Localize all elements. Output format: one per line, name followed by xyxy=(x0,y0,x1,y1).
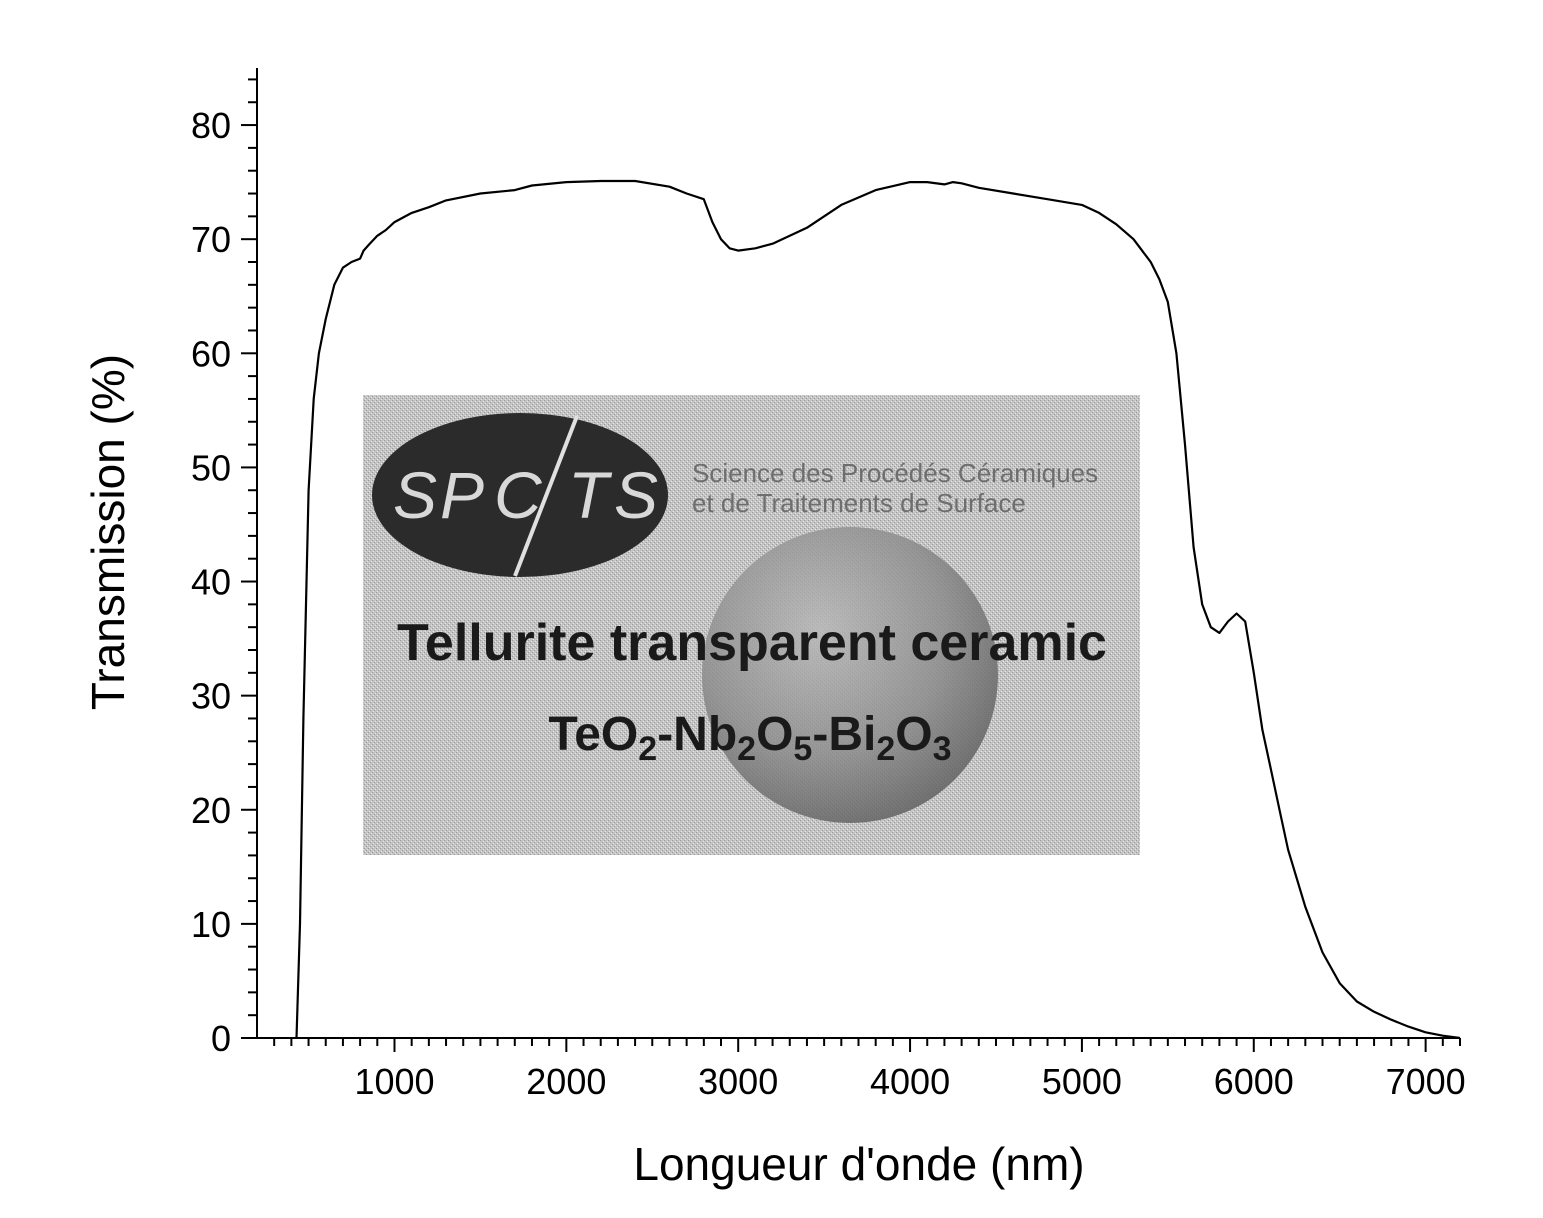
y-tick-label: 20 xyxy=(191,790,231,831)
formula-part: O xyxy=(895,708,932,761)
x-tick-label: 7000 xyxy=(1386,1061,1466,1102)
x-axis-title: Longueur d'onde (nm) xyxy=(633,1138,1084,1190)
x-tick-label: 6000 xyxy=(1214,1061,1294,1102)
x-tick-label: 3000 xyxy=(698,1061,778,1102)
logo-letter: P xyxy=(440,458,484,532)
formula-subscript: 2 xyxy=(638,730,657,768)
y-tick-label: 80 xyxy=(191,105,231,146)
y-tick-label: 30 xyxy=(191,676,231,717)
formula-part: O xyxy=(756,708,793,761)
ceramic-sample-disc xyxy=(702,527,998,823)
inset-heading: Tellurite transparent ceramic xyxy=(397,614,1107,672)
logo-letter: C xyxy=(494,458,543,532)
y-tick-label: 0 xyxy=(211,1018,231,1059)
inset-formula: TeO2-Nb2O5-Bi2O3 xyxy=(548,708,951,768)
formula-subscript: 2 xyxy=(876,730,895,768)
plot-axes: 1000 2000 3000 4000 5000 6000 7000 0 10 20 30 40 50 6… xyxy=(191,68,1466,1102)
formula-part: -Nb xyxy=(657,708,737,761)
logo-letter: S xyxy=(393,458,437,532)
x-tick-label: 2000 xyxy=(526,1061,606,1102)
spcts-logo: S P C T S xyxy=(372,413,668,577)
y-tick-label: 70 xyxy=(191,219,231,260)
formula-part: TeO xyxy=(548,708,638,761)
y-tick-label: 10 xyxy=(191,904,231,945)
logo-letter: T xyxy=(568,458,613,532)
inset-org-line1: Science des Procédés Céramiques xyxy=(692,458,1098,488)
y-axis-title: Transmission (%) xyxy=(82,354,134,710)
formula-subscript: 2 xyxy=(737,730,756,768)
formula-subscript: 3 xyxy=(933,730,952,768)
x-tick-label: 1000 xyxy=(354,1061,434,1102)
y-tick-label: 60 xyxy=(191,333,231,374)
formula-subscript: 5 xyxy=(793,730,812,768)
logo-letter: S xyxy=(614,458,658,532)
transmission-curve xyxy=(295,179,1461,1040)
formula-part: -Bi xyxy=(812,708,876,761)
y-tick-label: 40 xyxy=(191,562,231,603)
inset-photo: S P C T S Science des Procédés Céramique… xyxy=(363,395,1140,855)
x-tick-label: 4000 xyxy=(870,1061,950,1102)
inset-org-line2: et de Traitements de Surface xyxy=(692,488,1026,518)
plot-series xyxy=(295,179,1461,1040)
y-tick-label: 50 xyxy=(191,447,231,488)
x-tick-label: 5000 xyxy=(1042,1061,1122,1102)
